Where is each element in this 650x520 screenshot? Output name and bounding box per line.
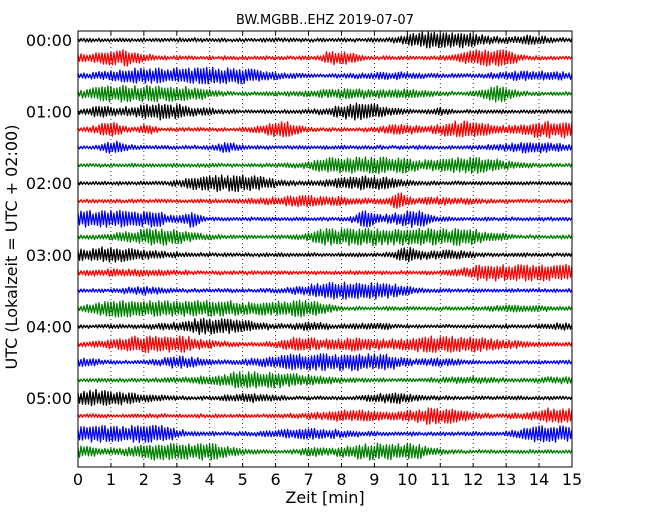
trace-line (77, 442, 573, 461)
trace-line (77, 140, 573, 154)
plot-frame (77, 30, 573, 468)
y-tick-label: 05:00 (26, 389, 72, 408)
x-tick-label: 3 (172, 470, 182, 489)
tick-marks (77, 31, 573, 467)
trace-group (77, 31, 573, 461)
trace-line (77, 156, 573, 175)
trace-line (77, 227, 573, 247)
trace-line (77, 66, 573, 85)
x-tick-label: 10 (397, 470, 417, 489)
y-axis-label: UTC (Lokalzeit = UTC + 02:00) (2, 125, 21, 370)
trace-line (77, 192, 573, 209)
trace-line (77, 371, 573, 389)
x-tick-label: 5 (238, 470, 248, 489)
x-tick-label: 4 (205, 470, 215, 489)
y-tick-label: 02:00 (26, 174, 72, 193)
trace-line (77, 353, 573, 372)
trace-line (77, 49, 573, 67)
trace-line (77, 281, 573, 300)
y-tick-label: 04:00 (26, 317, 72, 336)
x-tick-label: 9 (369, 470, 379, 489)
trace-line (77, 299, 573, 318)
trace-line (77, 31, 573, 49)
x-tick-label: 7 (303, 470, 313, 489)
trace-line (77, 263, 573, 282)
x-tick-label: 1 (106, 470, 116, 489)
x-tick-label: 6 (271, 470, 281, 489)
chart-title: BW.MGBB..EHZ 2019-07-07 (236, 13, 414, 28)
trace-line (77, 317, 573, 336)
x-tick-label: 14 (529, 470, 549, 489)
x-tick-label: 8 (336, 470, 346, 489)
x-tick-label: 11 (430, 470, 450, 489)
y-tick-label: 03:00 (26, 246, 72, 265)
y-tick-label: 01:00 (26, 103, 72, 122)
x-tick-label: 13 (496, 470, 516, 489)
x-axis-label: Zeit [min] (285, 488, 364, 507)
trace-line (77, 120, 573, 139)
x-tick-label: 15 (562, 470, 582, 489)
x-tick-label: 2 (139, 470, 149, 489)
trace-line (77, 335, 573, 354)
trace-line (77, 84, 573, 103)
trace-line (77, 407, 573, 425)
trace-line (77, 209, 573, 229)
x-tick-label: 0 (73, 470, 83, 489)
trace-line (77, 174, 573, 193)
y-tick-label: 00:00 (26, 31, 72, 50)
trace-line (77, 424, 573, 443)
trace-line (77, 388, 573, 407)
trace-line (77, 246, 573, 263)
x-tick-label: 12 (463, 470, 483, 489)
grid-lines (110, 31, 540, 467)
trace-line (77, 102, 573, 121)
